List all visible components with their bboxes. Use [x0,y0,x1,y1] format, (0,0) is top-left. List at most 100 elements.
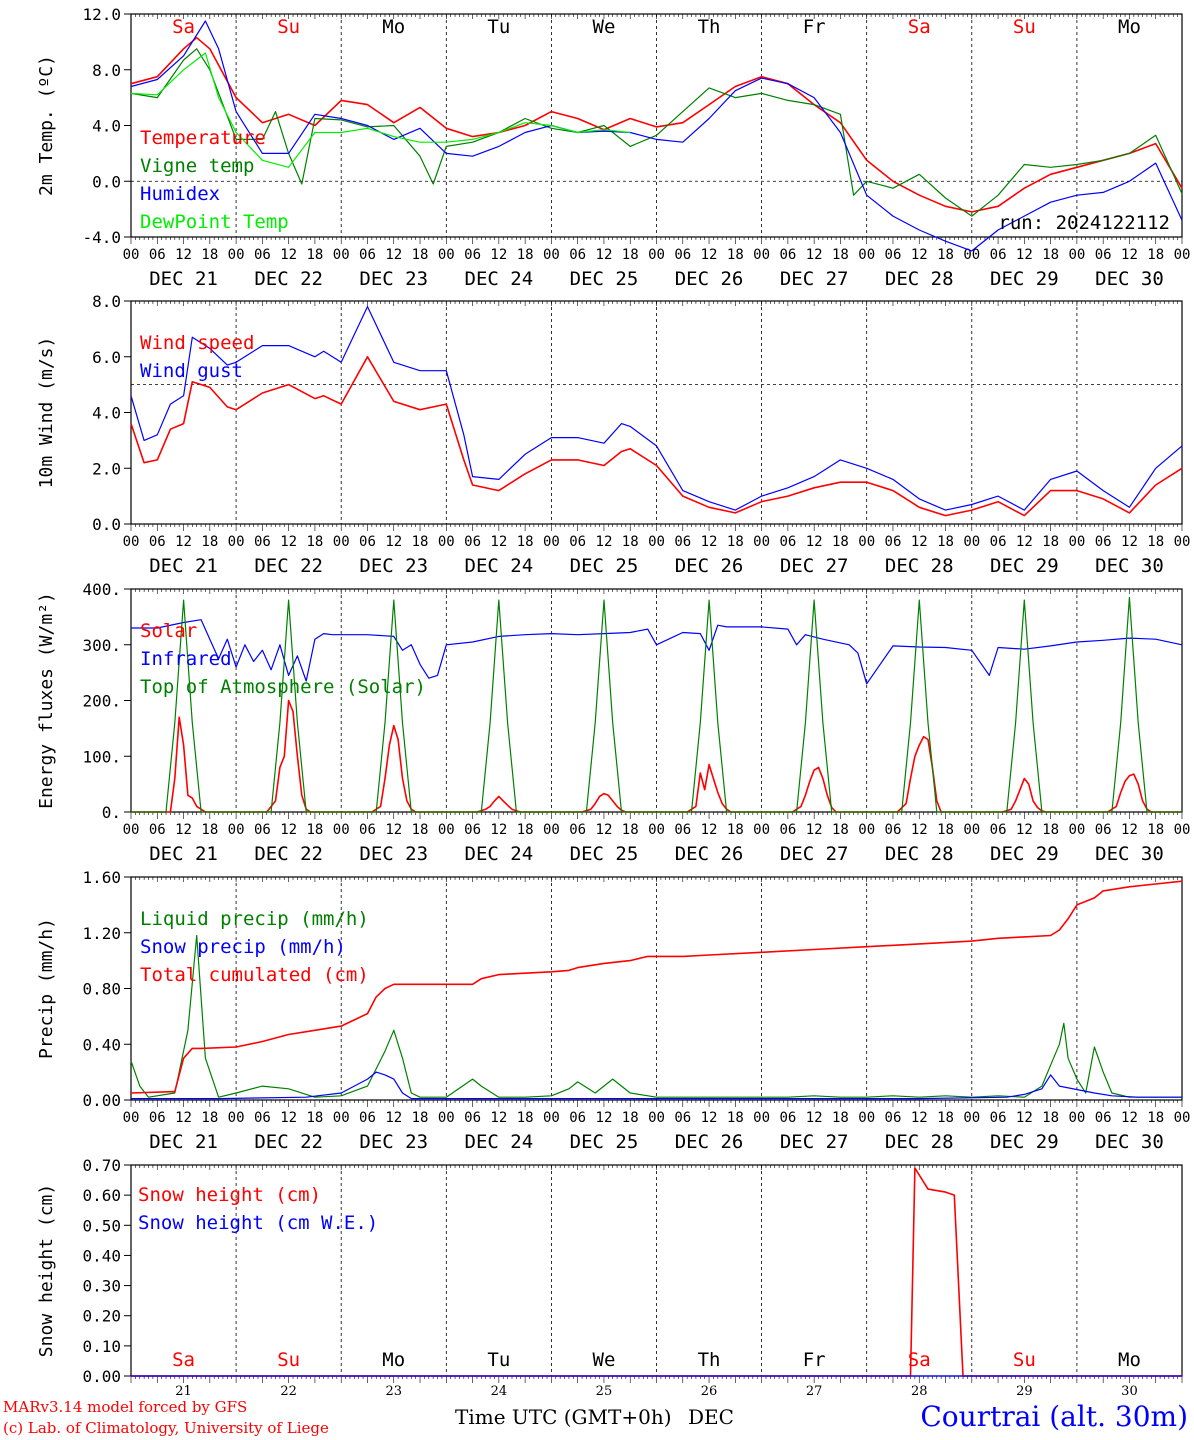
weekday-label: Tu [487,1349,510,1371]
x-hour-label: 06 [1095,822,1112,838]
x-hour-label: 18 [832,534,849,550]
plot-frame [130,300,1183,525]
x-hour-label: 06 [779,247,796,263]
x-hour-label: 06 [1095,534,1112,550]
x-hour-label: 00 [333,247,350,263]
x-day-label: DEC 30 [1095,555,1164,577]
x-hour-label: 00 [543,822,560,838]
x-day-label: DEC 30 [1095,1131,1164,1153]
x-hour-label: 00 [858,534,875,550]
panel-temperature: 12.0 8.0 4.0 0.0 -4.0 2m Temp. (ºC) 00 06 12 18 DE… [36,5,1190,290]
weekday-label: Su [277,16,300,38]
y-tick-label: 0.20 [82,1307,121,1326]
x-day-label: DEC 30 [1095,843,1164,865]
y-tick-label: 0.80 [82,980,121,999]
series-line-precip-0 [130,934,1182,1098]
y-axis-label: Energy fluxes (W/m²) [36,592,57,809]
x-hour-label: 18 [517,1110,534,1126]
x-hour-label: 18 [517,247,534,263]
x-hour-label: 18 [306,247,323,263]
x-hour-label: 18 [1042,534,1059,550]
legend-entry: Humidex [140,183,220,205]
x-hour-label: 12 [385,822,402,838]
x-hour-label: 12 [596,534,613,550]
x-hour-label: 06 [990,247,1007,263]
x-hour-label: 18 [937,534,954,550]
x-hour-label: 18 [937,247,954,263]
weekday-label: Th [698,16,721,38]
x-hour-label: 18 [622,822,639,838]
x-day-label: DEC 22 [254,555,323,577]
x-hour-label: 12 [596,822,613,838]
x-day-label: DEC 21 [149,268,218,290]
x-hour-label: 12 [1016,822,1033,838]
x-day-label: DEC 28 [885,268,954,290]
x-hour-label: 00 [123,1110,140,1126]
x-hour-label: 06 [464,534,481,550]
x-hour-label: 12 [1121,534,1138,550]
x-day-label: DEC 24 [465,843,534,865]
y-tick-label: 8.0 [92,292,121,311]
y-tick-label: 0.70 [82,1156,121,1175]
x-day-number: 23 [385,1384,402,1399]
x-hour-label: 18 [622,534,639,550]
x-hour-label: 12 [806,1110,823,1126]
x-hour-label: 12 [1016,247,1033,263]
x-hour-label: 00 [1068,534,1085,550]
x-hour-label: 18 [201,1110,218,1126]
x-day-label: DEC 29 [990,1131,1059,1153]
x-hour-label: 18 [306,1110,323,1126]
series-line-precip-1 [131,1071,1182,1100]
x-hour-label: 06 [464,822,481,838]
time-axis-label: Time UTC (GMT+0h) [455,1405,672,1429]
x-hour-label: 18 [622,247,639,263]
legend-entry: Liquid precip (mm/h) [140,908,369,930]
y-tick-label: 6.0 [92,348,121,367]
x-hour-label: 12 [911,247,928,263]
x-hour-label: 12 [806,247,823,263]
x-hour-label: 12 [175,534,192,550]
series-line-energy-1 [131,619,1183,685]
y-tick-label: 0.30 [82,1277,121,1296]
x-hour-label: 18 [201,534,218,550]
x-hour-label: 12 [175,247,192,263]
x-hour-label: 12 [490,247,507,263]
x-hour-label: 00 [438,1110,455,1126]
x-hour-label: 12 [1121,822,1138,838]
x-hour-label: 18 [1042,1110,1059,1126]
x-hour-label: 18 [412,534,429,550]
x-day-label: DEC 22 [254,1131,323,1153]
weekday-label: Su [1013,1349,1036,1371]
weekday-label: Mo [382,1349,405,1371]
x-day-number: 29 [1016,1384,1033,1399]
x-hour-label: 12 [490,1110,507,1126]
x-hour-label: 00 [1068,822,1085,838]
copyright-credit: (c) Lab. of Climatology, University of L… [3,1419,329,1437]
x-hour-label: 00 [438,247,455,263]
y-tick-label: 400. [82,580,121,599]
x-hour-label: 00 [543,247,560,263]
x-hour-label: 00 [648,822,665,838]
x-hour-label: 00 [333,1110,350,1126]
x-day-label: DEC 27 [780,555,849,577]
x-hour-label: 18 [937,1110,954,1126]
x-hour-label: 18 [201,822,218,838]
x-hour-label: 00 [228,822,245,838]
series-line-precip-2 [130,880,1183,1094]
legend-entry: Snow precip (mm/h) [140,936,346,958]
legend-entry: Temperature [140,127,266,149]
weekday-label: Su [277,1349,300,1371]
x-hour-label: 12 [280,1110,297,1126]
x-hour-label: 06 [254,534,271,550]
weekday-label: Sa [172,1349,195,1371]
x-hour-label: 18 [937,822,954,838]
y-tick-label: 0. [102,803,121,822]
x-hour-label: 06 [359,247,376,263]
y-tick-label: 12.0 [82,5,121,24]
x-day-label: DEC 27 [780,1131,849,1153]
x-day-label: DEC 23 [359,268,428,290]
y-tick-label: 0.40 [82,1246,121,1265]
x-hour-label: 00 [333,822,350,838]
x-hour-label: 06 [885,1110,902,1126]
x-hour-label: 00 [648,534,665,550]
